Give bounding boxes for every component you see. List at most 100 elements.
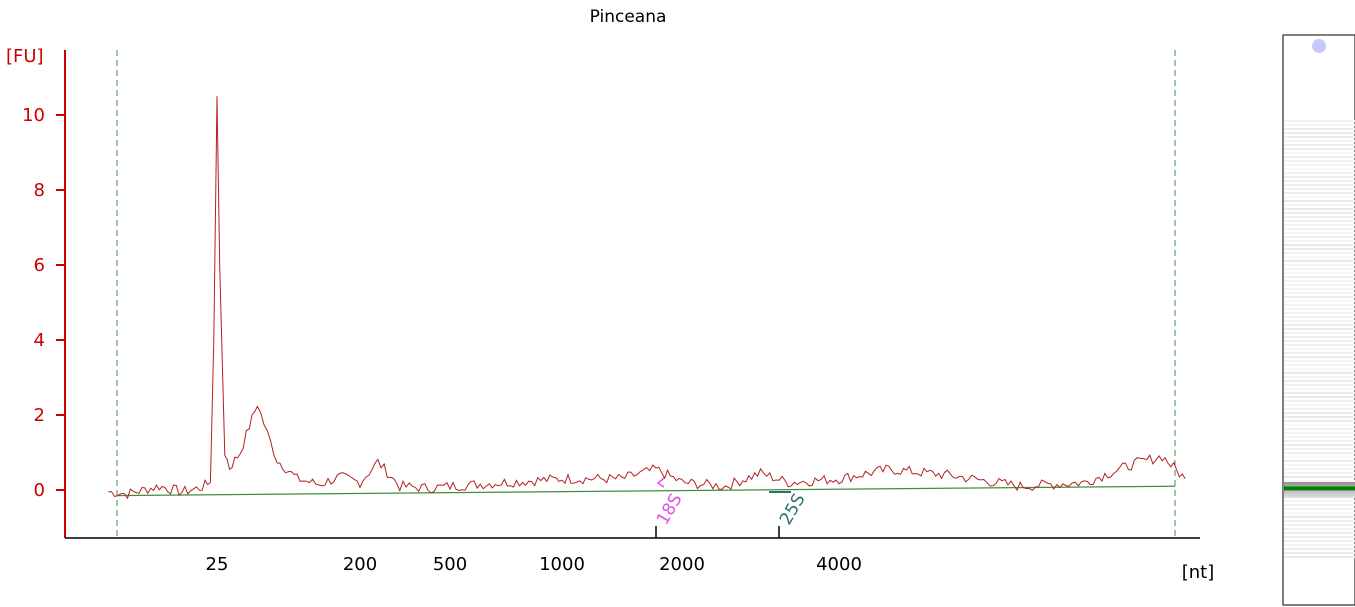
gel-background-stripe: [1284, 280, 1355, 282]
gel-background-stripe: [1284, 216, 1355, 218]
gel-background-stripe: [1284, 348, 1355, 350]
plot-area: 0 2 4 6 8 10 25 200 500 1000 2000 4000 18S 25S: [22, 50, 1200, 575]
gel-background-stripe: [1284, 532, 1355, 534]
ribosomal-marker-label: 18S: [653, 490, 687, 528]
gel-background-stripe: [1284, 476, 1355, 478]
y-tick-label: 6: [34, 255, 45, 276]
gel-background-stripe: [1284, 428, 1355, 430]
gel-background-stripe: [1284, 316, 1355, 318]
gel-background-stripe: [1284, 284, 1355, 286]
gel-background-stripe: [1284, 524, 1355, 526]
gel-background-stripe: [1284, 168, 1355, 170]
gel-background-stripe: [1284, 544, 1355, 546]
gel-background-stripe: [1284, 268, 1355, 270]
gel-background-stripe: [1284, 380, 1355, 382]
gel-smear: [1284, 492, 1355, 494]
gel-background-stripe: [1284, 248, 1355, 250]
gel-background-stripe: [1284, 356, 1355, 358]
gel-background-stripe: [1284, 156, 1355, 158]
gel-background-stripe: [1284, 128, 1355, 130]
gel-background-stripe: [1284, 260, 1355, 262]
gel-background-stripe: [1284, 180, 1355, 182]
gel-smear: [1284, 482, 1355, 484]
gel-background-stripe: [1284, 464, 1355, 466]
gel-background-stripe: [1284, 392, 1355, 394]
gel-background-stripe: [1284, 192, 1355, 194]
gel-background-stripe: [1284, 416, 1355, 418]
gel-background-stripe: [1284, 548, 1355, 550]
gel-background-stripe: [1284, 140, 1355, 142]
gel-background-stripe: [1284, 516, 1355, 518]
gel-background-stripe: [1284, 200, 1355, 202]
gel-background-stripe: [1284, 440, 1355, 442]
gel-background-stripe: [1284, 272, 1355, 274]
gel-background-stripe: [1284, 228, 1355, 230]
gel-background-stripe: [1284, 512, 1355, 514]
gel-background-stripe: [1284, 276, 1355, 278]
gel-smear: [1284, 484, 1355, 486]
gel-background-stripe: [1284, 396, 1355, 398]
gel-background-stripe: [1284, 144, 1355, 146]
gel-background-stripe: [1284, 504, 1355, 506]
gel-background-stripe: [1284, 508, 1355, 510]
y-tick-label: 2: [34, 405, 45, 426]
gel-background-stripe: [1284, 412, 1355, 414]
y-tick-label: 10: [22, 105, 45, 126]
gel-background-stripe: [1284, 308, 1355, 310]
gel-background-stripe: [1284, 520, 1355, 522]
gel-background-stripe: [1284, 444, 1355, 446]
gel-background-stripe: [1284, 452, 1355, 454]
gel-background-stripe: [1284, 400, 1355, 402]
gel-background-stripe: [1284, 436, 1355, 438]
gel-background-stripe: [1284, 556, 1355, 558]
gel-background-stripe: [1284, 120, 1355, 122]
gel-background-stripe: [1284, 404, 1355, 406]
gel-background-stripe: [1284, 352, 1355, 354]
gel-background-stripe: [1284, 208, 1355, 210]
gel-background-stripe: [1284, 408, 1355, 410]
gel-background-stripe: [1284, 152, 1355, 154]
gel-lane: [1282, 34, 1355, 606]
gel-background-stripe: [1284, 256, 1355, 258]
chart-title: Pinceana: [590, 7, 667, 27]
gel-background-stripe: [1284, 232, 1355, 234]
x-tick-label: 1000: [539, 554, 585, 575]
gel-background-stripe: [1284, 132, 1355, 134]
gel-background-stripe: [1284, 148, 1355, 150]
gel-background-stripe: [1284, 536, 1355, 538]
gel-background-stripe: [1284, 244, 1355, 246]
y-tick-label: 0: [34, 480, 45, 501]
gel-background-stripe: [1284, 264, 1355, 266]
x-axis-unit-label: [nt]: [1182, 562, 1215, 583]
y-tick-label: 8: [34, 180, 45, 201]
gel-marker-dot: [1312, 39, 1326, 53]
gel-smear: [1284, 494, 1355, 496]
gel-background-stripe: [1284, 320, 1355, 322]
gel-background-stripe: [1284, 172, 1355, 174]
gel-background-stripe: [1284, 456, 1355, 458]
gel-smear: [1284, 490, 1355, 492]
baseline-line: [116, 485, 1176, 497]
signal-trace: [108, 96, 1186, 500]
gel-background-stripe: [1284, 164, 1355, 166]
gel-background-stripe: [1284, 552, 1355, 554]
x-tick-label: 2000: [659, 554, 705, 575]
gel-background-stripe: [1284, 240, 1355, 242]
gel-background-stripe: [1284, 188, 1355, 190]
gel-background-stripe: [1284, 136, 1355, 138]
gel-marker-band: [1284, 486, 1355, 491]
gel-background-stripe: [1284, 160, 1355, 162]
y-tick-label: 4: [34, 330, 45, 351]
gel-background-stripe: [1284, 312, 1355, 314]
gel-background-stripe: [1284, 184, 1355, 186]
gel-background-stripe: [1284, 296, 1355, 298]
gel-background-stripe: [1284, 176, 1355, 178]
x-tick-label: 500: [433, 554, 467, 575]
gel-background-stripe: [1284, 360, 1355, 362]
gel-background-stripe: [1284, 236, 1355, 238]
gel-background-stripe: [1284, 332, 1355, 334]
gel-background-stripe: [1284, 384, 1355, 386]
gel-background-stripe: [1284, 344, 1355, 346]
gel-background-stripe: [1284, 204, 1355, 206]
